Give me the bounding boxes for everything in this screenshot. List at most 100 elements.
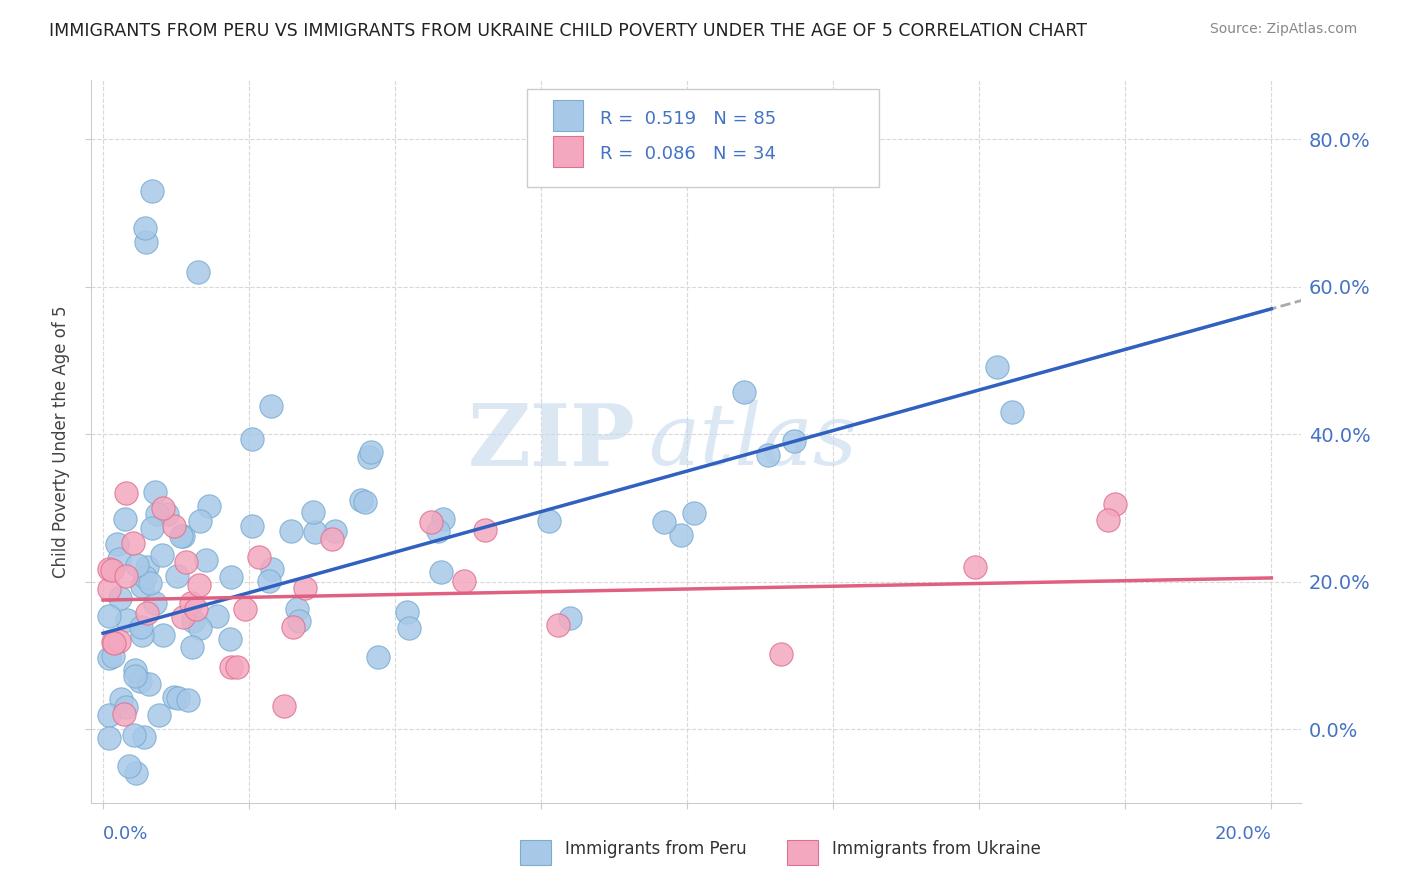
Point: [474, 523, 496, 537]
Point: [166, 568, 188, 582]
Point: [357, 450, 380, 464]
Point: [100, 563, 122, 577]
Point: [1097, 513, 1119, 527]
Point: [97, 651, 120, 665]
Point: [285, 601, 308, 615]
Point: [122, 728, 145, 742]
Point: [97, 582, 120, 596]
Point: [150, 549, 173, 563]
Point: [97, 731, 120, 745]
Text: IMMIGRANTS FROM PERU VS IMMIGRANTS FROM UKRAINE CHILD POVERTY UNDER THE AGE OF 5: IMMIGRANTS FROM PERU VS IMMIGRANTS FROM …: [49, 22, 1087, 40]
Point: [353, 495, 375, 509]
Point: [97, 708, 120, 723]
Point: [129, 620, 152, 634]
Text: Immigrants from Peru: Immigrants from Peru: [565, 840, 747, 858]
Point: [132, 730, 155, 744]
Point: [219, 632, 242, 646]
Point: [139, 576, 162, 591]
Point: [240, 432, 263, 446]
Point: [198, 500, 221, 514]
Point: [398, 621, 420, 635]
Point: [986, 360, 1008, 375]
Point: [134, 220, 156, 235]
Point: [205, 608, 228, 623]
Point: [114, 512, 136, 526]
Point: [118, 759, 141, 773]
Point: [226, 660, 249, 674]
Point: [152, 500, 174, 515]
Point: [105, 537, 128, 551]
Point: [103, 636, 125, 650]
Point: [280, 524, 302, 538]
Point: [273, 699, 295, 714]
Point: [283, 619, 305, 633]
Point: [115, 486, 138, 500]
Point: [187, 265, 209, 279]
Point: [558, 611, 581, 625]
Point: [143, 596, 166, 610]
Point: [131, 628, 153, 642]
Point: [294, 582, 316, 596]
Text: 0.0%: 0.0%: [103, 825, 149, 843]
Text: 20.0%: 20.0%: [1215, 825, 1271, 843]
Point: [181, 615, 204, 629]
Text: Immigrants from Ukraine: Immigrants from Ukraine: [832, 840, 1042, 858]
Point: [163, 519, 186, 533]
Point: [156, 507, 179, 521]
Point: [429, 565, 451, 579]
Text: ZIP: ZIP: [468, 400, 636, 483]
Point: [321, 532, 343, 546]
Point: [146, 507, 169, 521]
Point: [125, 766, 148, 780]
Point: [756, 448, 779, 462]
Point: [652, 515, 675, 529]
Point: [304, 525, 326, 540]
Point: [177, 692, 200, 706]
Point: [108, 633, 131, 648]
Y-axis label: Child Poverty Under the Age of 5: Child Poverty Under the Age of 5: [52, 305, 70, 578]
Point: [138, 676, 160, 690]
Point: [115, 569, 138, 583]
Point: [148, 707, 170, 722]
Point: [172, 610, 194, 624]
Point: [129, 673, 152, 688]
Point: [770, 647, 793, 661]
Point: [432, 512, 454, 526]
Point: [190, 514, 212, 528]
Point: [288, 614, 311, 628]
Point: [669, 528, 692, 542]
Point: [1001, 405, 1024, 419]
Point: [152, 628, 174, 642]
Point: [396, 606, 419, 620]
Point: [103, 634, 125, 648]
Point: [547, 618, 569, 632]
Text: R =  0.519   N = 85: R = 0.519 N = 85: [600, 110, 776, 128]
Point: [360, 445, 382, 459]
Point: [260, 400, 283, 414]
Text: R =  0.086   N = 34: R = 0.086 N = 34: [600, 145, 776, 163]
Text: atlas: atlas: [648, 401, 856, 483]
Point: [419, 515, 441, 529]
Point: [143, 485, 166, 500]
Point: [180, 596, 202, 610]
Point: [131, 578, 153, 592]
Point: [233, 602, 256, 616]
Point: [188, 578, 211, 592]
Point: [1104, 497, 1126, 511]
Point: [136, 559, 159, 574]
Point: [219, 570, 242, 584]
Point: [110, 691, 132, 706]
Point: [112, 707, 135, 722]
Point: [108, 552, 131, 566]
Point: [162, 690, 184, 704]
Point: [783, 434, 806, 449]
Point: [453, 574, 475, 589]
Point: [186, 602, 208, 616]
Point: [247, 550, 270, 565]
Point: [97, 608, 120, 623]
Point: [683, 506, 706, 520]
Point: [963, 560, 986, 574]
Point: [135, 235, 157, 250]
Point: [240, 519, 263, 533]
Point: [124, 663, 146, 677]
